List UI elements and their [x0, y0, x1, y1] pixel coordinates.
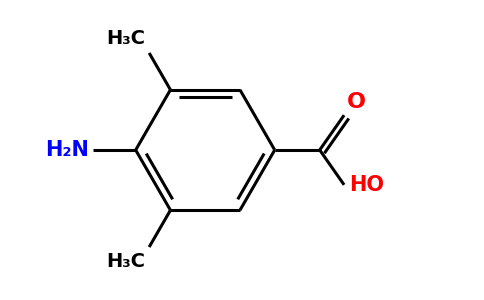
Text: H₃C: H₃C	[106, 29, 145, 48]
Text: O: O	[348, 92, 366, 112]
Text: HO: HO	[349, 175, 384, 195]
Text: H₃C: H₃C	[106, 252, 145, 271]
Text: H₂N: H₂N	[45, 140, 89, 160]
